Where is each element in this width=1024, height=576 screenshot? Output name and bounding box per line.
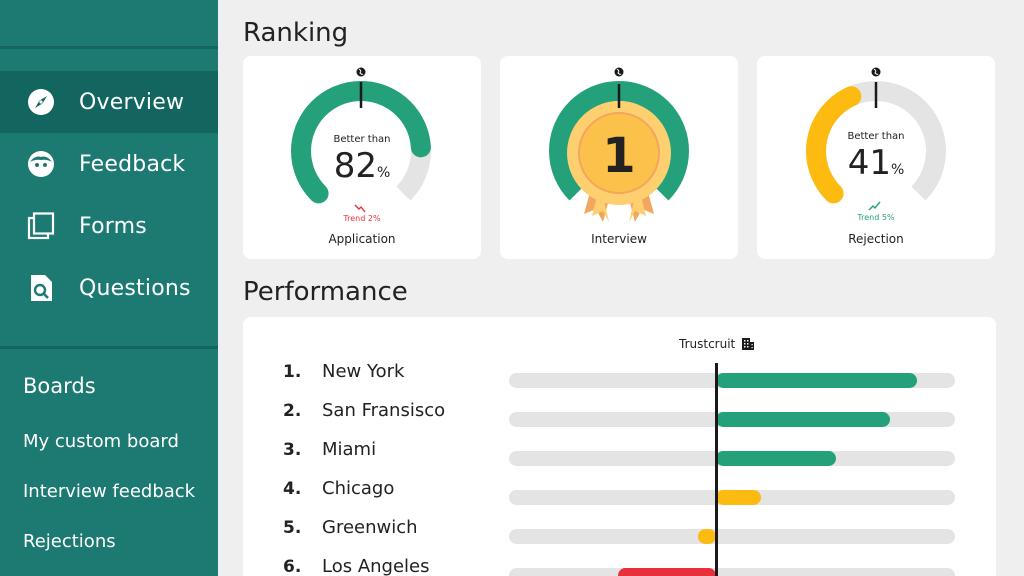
gauge-fill <box>806 80 946 221</box>
performance-bar[interactable] <box>716 490 761 505</box>
globe-icon <box>614 67 624 77</box>
reference-axis-line <box>715 363 718 576</box>
city-name[interactable]: Los Angeles <box>322 556 430 576</box>
sidebar: Overview Feedback Forms Questions Boards… <box>0 0 218 576</box>
sidebar-item-feedback[interactable]: Feedback <box>0 133 218 195</box>
sidebar-item-label: Overview <box>79 89 185 115</box>
medal-gauge <box>549 67 689 222</box>
better-than-label: Better than <box>333 134 391 145</box>
rank-number: 3. <box>283 440 302 460</box>
trend-up-icon <box>868 201 881 211</box>
ranking-card-rejection[interactable]: Better than 41% Trend 5% Rejection <box>757 56 995 259</box>
board-link-custom[interactable]: My custom board <box>23 431 179 452</box>
percent-value: 82% <box>333 146 391 186</box>
rank-number: 5. <box>283 518 302 538</box>
reference-header: Trustcruit <box>679 337 755 351</box>
trend-label: Trend 2% <box>343 214 381 223</box>
percent-value: 41% <box>847 143 905 183</box>
performance-bar[interactable] <box>716 451 837 466</box>
gauge-fill <box>291 80 431 221</box>
trend-down-icon <box>354 204 366 213</box>
better-than-label: Better than <box>847 131 905 142</box>
performance-card: Trustcruit 1. New York 2. San Fransisco 3. Mi… <box>243 317 996 576</box>
performance-bar[interactable] <box>716 373 917 388</box>
sidebar-item-questions[interactable]: Questions <box>0 257 218 319</box>
city-name[interactable]: Miami <box>322 439 377 460</box>
building-icon <box>742 338 755 350</box>
sidebar-item-forms[interactable]: Forms <box>0 195 218 257</box>
rank-number: 2. <box>283 401 302 421</box>
ranking-title: Ranking <box>243 18 349 48</box>
rank-number: 1. <box>283 362 302 382</box>
city-name[interactable]: Greenwich <box>322 517 418 538</box>
face-icon <box>28 151 54 177</box>
sidebar-item-label: Questions <box>79 275 191 301</box>
bar-track <box>509 529 955 544</box>
rank-value: 1 <box>602 128 636 184</box>
performance-title: Performance <box>243 277 408 307</box>
city-name[interactable]: Chicago <box>322 478 395 499</box>
performance-bar[interactable] <box>698 529 716 544</box>
card-label: Interview <box>591 232 647 246</box>
trend-label: Trend 5% <box>857 213 895 222</box>
sidebar-item-overview[interactable]: Overview <box>0 71 218 133</box>
gauge-chart <box>806 67 946 221</box>
sidebar-item-label: Forms <box>79 213 147 239</box>
board-link-interview-feedback[interactable]: Interview feedback <box>23 481 196 502</box>
ranking-card-interview[interactable]: 1 Interview <box>500 56 738 259</box>
board-link-rejections[interactable]: Rejections <box>23 531 116 552</box>
globe-icon <box>356 67 366 77</box>
sidebar-divider <box>0 46 218 49</box>
boards-heading: Boards <box>23 374 96 398</box>
sidebar-item-label: Feedback <box>79 151 186 177</box>
card-label: Application <box>328 232 396 246</box>
sidebar-divider <box>0 346 218 349</box>
city-name[interactable]: San Fransisco <box>322 400 446 421</box>
gauge-chart <box>291 67 431 221</box>
performance-bar[interactable] <box>617 568 716 576</box>
performance-bar[interactable] <box>716 412 890 427</box>
compass-icon <box>28 89 54 115</box>
card-label: Rejection <box>848 232 904 246</box>
forms-icon <box>27 212 55 240</box>
globe-icon <box>871 67 881 77</box>
search-document-icon <box>31 275 52 301</box>
rank-number: 6. <box>283 557 302 576</box>
reference-label: Trustcruit <box>679 337 736 351</box>
ranking-card-application[interactable]: Better than 82% Trend 2% Application <box>243 56 481 259</box>
bar-track <box>509 568 955 576</box>
city-name[interactable]: New York <box>322 361 405 382</box>
rank-number: 4. <box>283 479 302 499</box>
